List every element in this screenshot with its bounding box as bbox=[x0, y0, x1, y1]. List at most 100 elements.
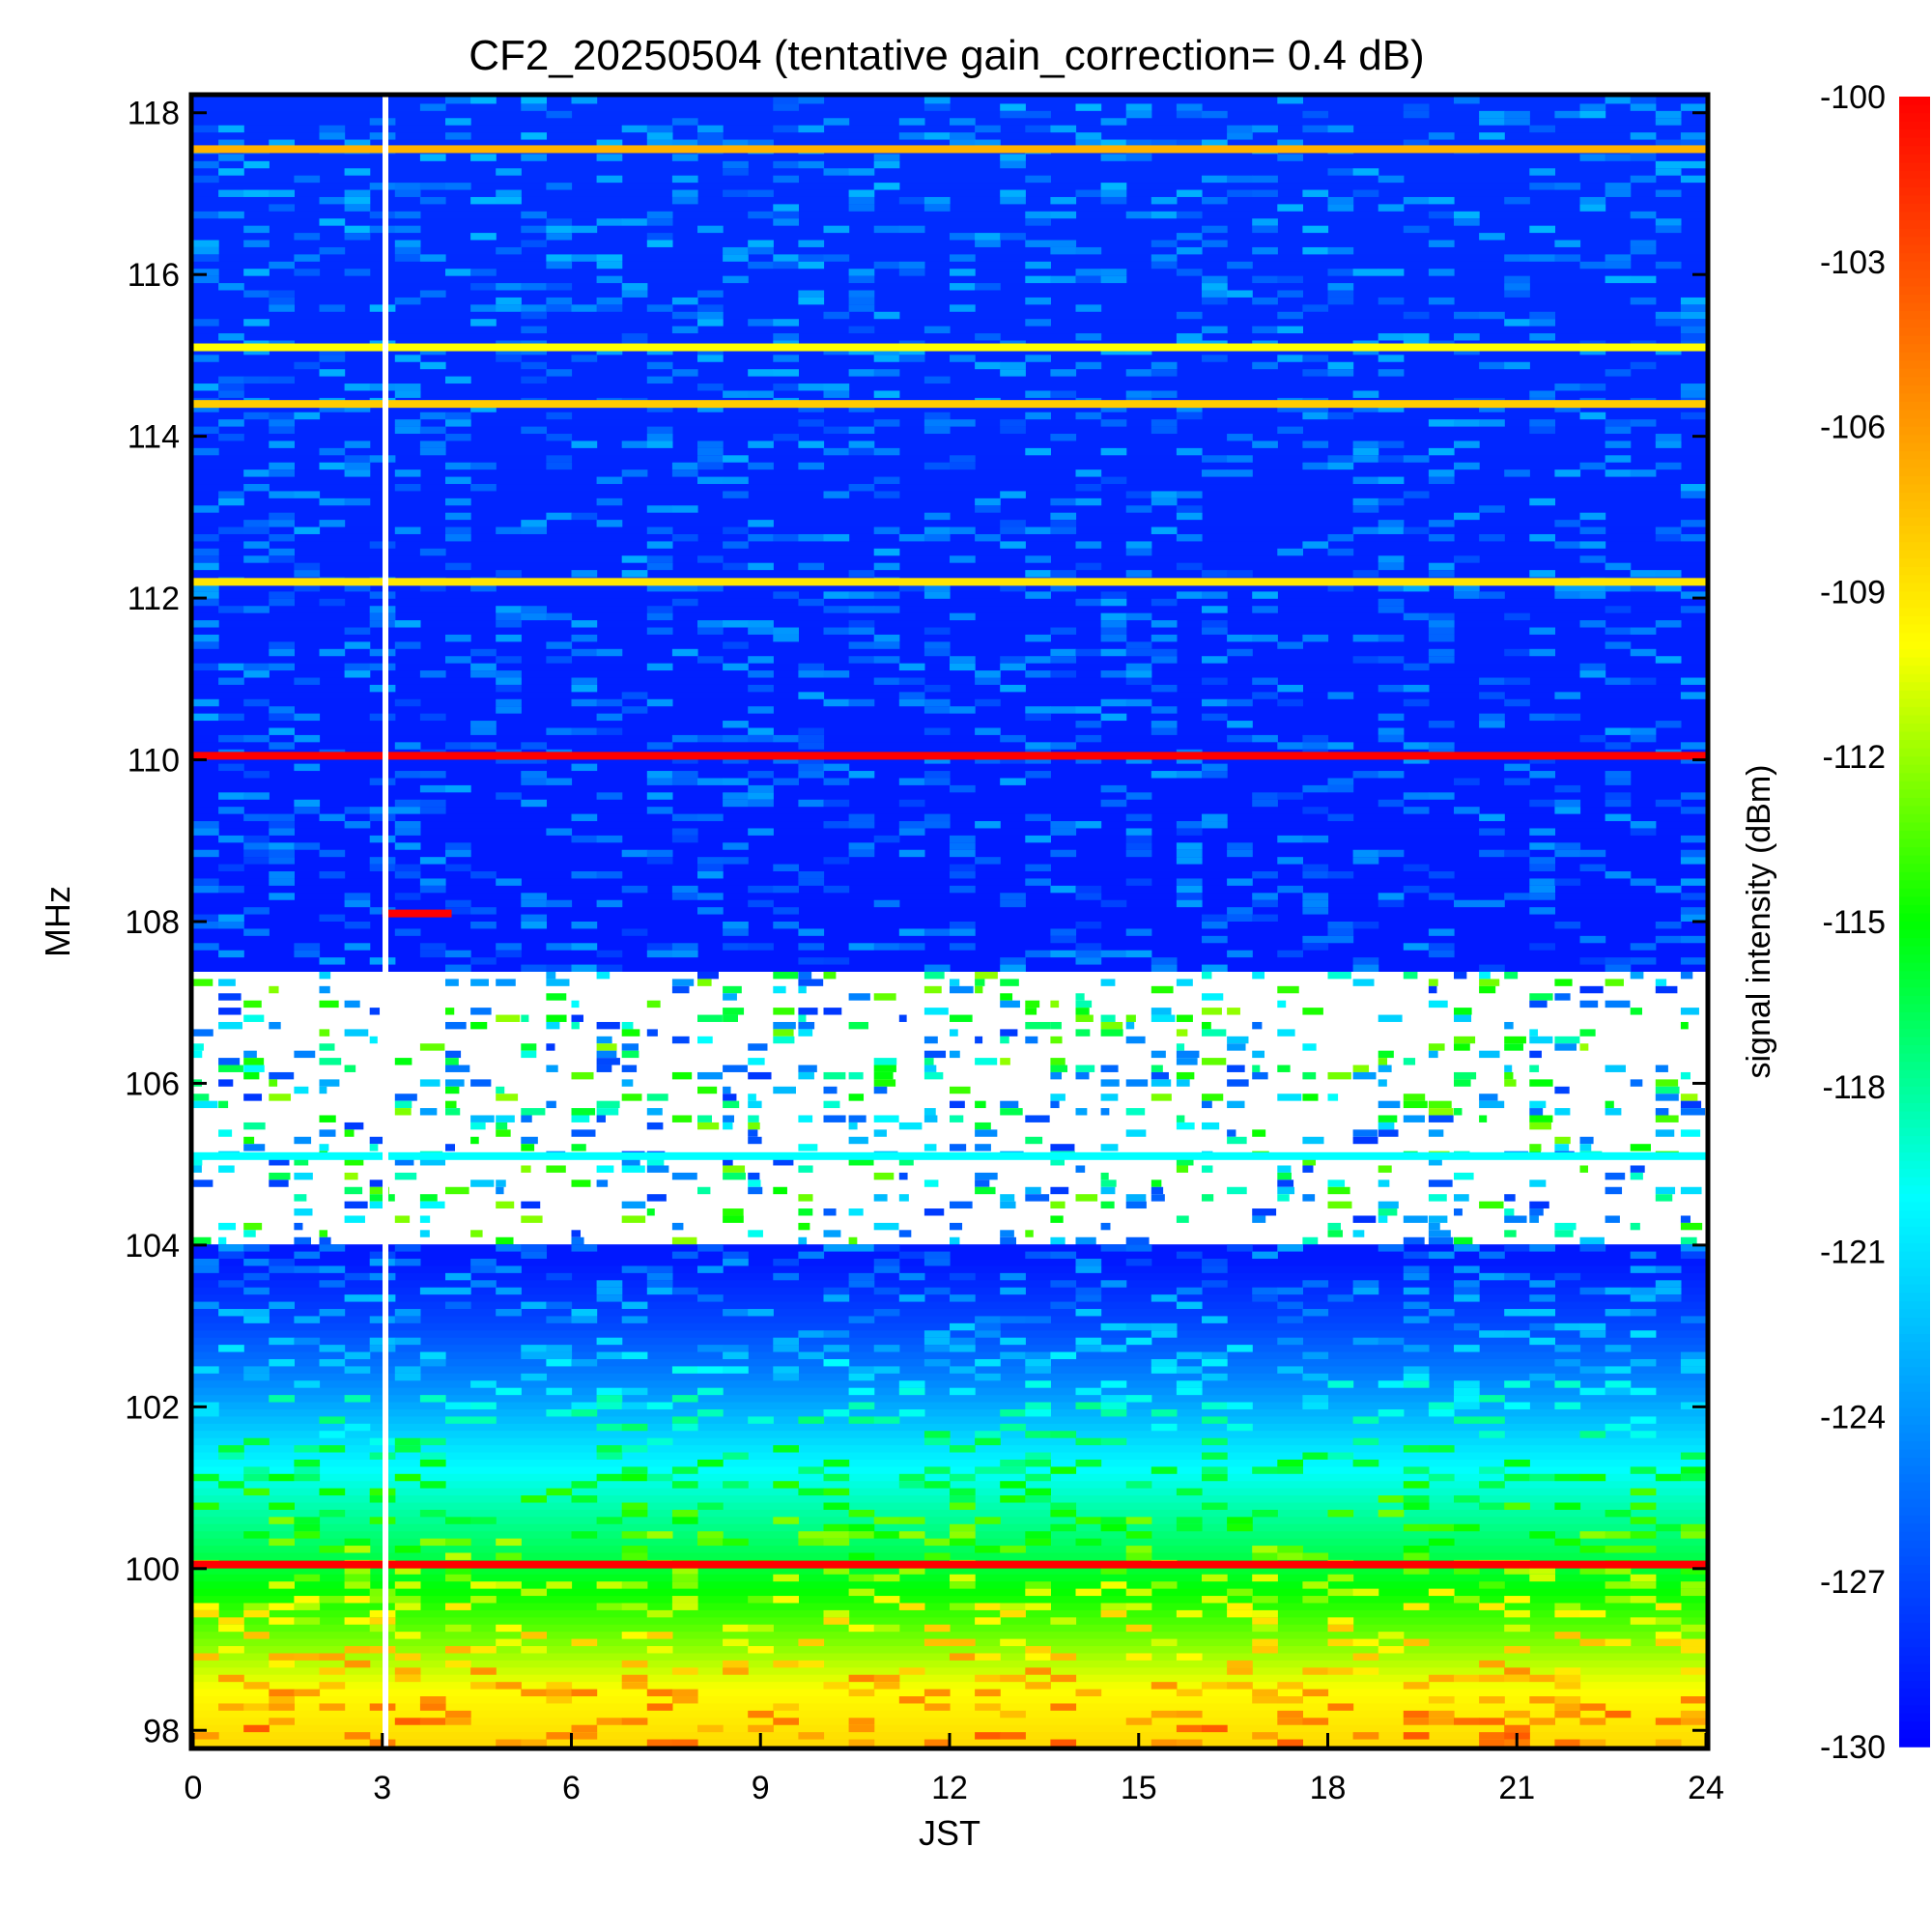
heatmap-cell bbox=[621, 1029, 640, 1037]
heatmap-cell bbox=[748, 885, 774, 894]
heatmap-cell bbox=[873, 641, 900, 650]
heatmap-cell bbox=[1025, 1603, 1051, 1611]
heatmap-cell bbox=[1000, 103, 1026, 112]
heatmap-cell bbox=[873, 1244, 900, 1253]
heatmap-cell bbox=[1403, 885, 1430, 894]
heatmap-cell bbox=[596, 1445, 623, 1454]
heatmap-cell bbox=[269, 204, 295, 213]
heatmap-cell bbox=[1202, 469, 1228, 478]
heatmap-cell bbox=[1327, 742, 1354, 751]
heatmap-cell bbox=[1454, 1523, 1480, 1532]
heatmap-cell bbox=[1579, 1546, 1606, 1554]
heatmap-cell bbox=[319, 369, 346, 378]
heatmap-cell bbox=[496, 606, 522, 614]
heatmap-cell bbox=[218, 713, 244, 722]
heatmap-cell bbox=[621, 1531, 648, 1540]
heatmap-cell bbox=[1428, 634, 1455, 642]
heatmap-cell bbox=[1075, 1014, 1094, 1023]
heatmap-cell bbox=[1504, 275, 1530, 284]
colorbar-step bbox=[1899, 1358, 1930, 1368]
heatmap-cell bbox=[1428, 1050, 1438, 1059]
heatmap-cell bbox=[1504, 849, 1530, 858]
heatmap-cell bbox=[369, 1008, 381, 1016]
heatmap-cell bbox=[1378, 355, 1405, 363]
heatmap-cell bbox=[269, 842, 295, 851]
heatmap-cell bbox=[496, 698, 522, 707]
heatmap-row bbox=[193, 333, 1706, 342]
heatmap-cell bbox=[1227, 261, 1253, 270]
heatmap-cell bbox=[445, 1058, 459, 1066]
heatmap-cell bbox=[1479, 1416, 1505, 1425]
heatmap-cell bbox=[848, 447, 875, 456]
colorbar-step bbox=[1899, 1507, 1930, 1517]
heatmap-cell bbox=[1454, 512, 1480, 521]
colorbar-step bbox=[1899, 377, 1930, 386]
heatmap-cell bbox=[898, 1387, 925, 1396]
heatmap-cell bbox=[596, 520, 623, 528]
heatmap-cell bbox=[571, 254, 598, 263]
colorbar-step bbox=[1899, 1663, 1930, 1673]
heatmap-row bbox=[193, 246, 1706, 255]
heatmap-cell bbox=[950, 928, 976, 937]
heatmap-cell bbox=[1176, 1058, 1198, 1066]
heatmap-cell bbox=[1403, 612, 1430, 621]
heatmap-cell bbox=[1227, 1523, 1253, 1532]
heatmap-cell bbox=[571, 698, 598, 707]
heatmap-cell bbox=[1075, 1259, 1102, 1267]
colorbar-step bbox=[1899, 1300, 1930, 1311]
heatmap-cell bbox=[243, 1058, 265, 1066]
heatmap-cell bbox=[1151, 390, 1178, 399]
heatmap-cell bbox=[394, 419, 421, 428]
heatmap-cell bbox=[1378, 583, 1405, 592]
heatmap-cell bbox=[419, 878, 446, 887]
heatmap-cell bbox=[1504, 1330, 1530, 1339]
heatmap-cell bbox=[823, 627, 850, 636]
heatmap-cell bbox=[1352, 957, 1379, 966]
heatmap-cell bbox=[1655, 1265, 1682, 1274]
heatmap-cell bbox=[344, 139, 371, 148]
heatmap-cell bbox=[1025, 1186, 1041, 1195]
y-tick-label: 110 bbox=[128, 743, 180, 780]
heatmap-cell bbox=[1554, 1222, 1577, 1231]
heatmap-cell bbox=[1075, 1337, 1102, 1346]
colorbar-step bbox=[1899, 368, 1930, 379]
colorbar-step bbox=[1899, 1251, 1930, 1261]
heatmap-cell bbox=[1050, 240, 1077, 248]
heatmap-cell bbox=[1428, 1696, 1455, 1705]
heatmap-cell bbox=[394, 254, 421, 263]
heatmap-cell bbox=[1680, 103, 1707, 112]
heatmap-cell bbox=[269, 290, 295, 298]
heatmap-cell bbox=[1352, 771, 1379, 780]
heatmap-row bbox=[193, 692, 1706, 700]
heatmap-cell bbox=[823, 347, 850, 355]
heatmap-cell bbox=[470, 154, 497, 162]
heatmap-cell bbox=[470, 670, 497, 679]
heatmap-row bbox=[193, 319, 1706, 327]
heatmap-cell bbox=[697, 1538, 724, 1547]
heatmap-cell bbox=[521, 1646, 547, 1655]
heatmap-cell bbox=[1352, 269, 1379, 277]
heatmap-cell bbox=[1352, 455, 1379, 464]
heatmap-lines bbox=[193, 97, 1706, 1747]
heatmap-cell bbox=[1100, 612, 1127, 621]
heatmap-cell bbox=[1378, 1014, 1403, 1023]
heatmap-cell bbox=[975, 233, 1001, 242]
heatmap-cell bbox=[873, 160, 900, 169]
heatmap-cell bbox=[798, 928, 825, 937]
colorbar-step bbox=[1899, 566, 1930, 577]
heatmap-cell bbox=[243, 1094, 263, 1102]
heatmap-cell bbox=[1202, 570, 1228, 579]
heatmap-cell bbox=[596, 297, 623, 305]
heatmap-cell bbox=[571, 620, 598, 629]
heatmap-cell bbox=[319, 1345, 346, 1353]
heatmap-cell bbox=[975, 756, 1001, 765]
heatmap-cell bbox=[596, 1021, 620, 1030]
heatmap-cell bbox=[1277, 1718, 1303, 1726]
masked-band-row bbox=[193, 1165, 1706, 1174]
heatmap-cell bbox=[646, 405, 673, 413]
colorbar-step bbox=[1899, 244, 1930, 255]
masked-band-row bbox=[193, 1179, 1706, 1188]
heatmap-cell bbox=[748, 1172, 760, 1180]
heatmap-cell bbox=[873, 261, 900, 270]
heatmap-cell bbox=[269, 1617, 295, 1626]
